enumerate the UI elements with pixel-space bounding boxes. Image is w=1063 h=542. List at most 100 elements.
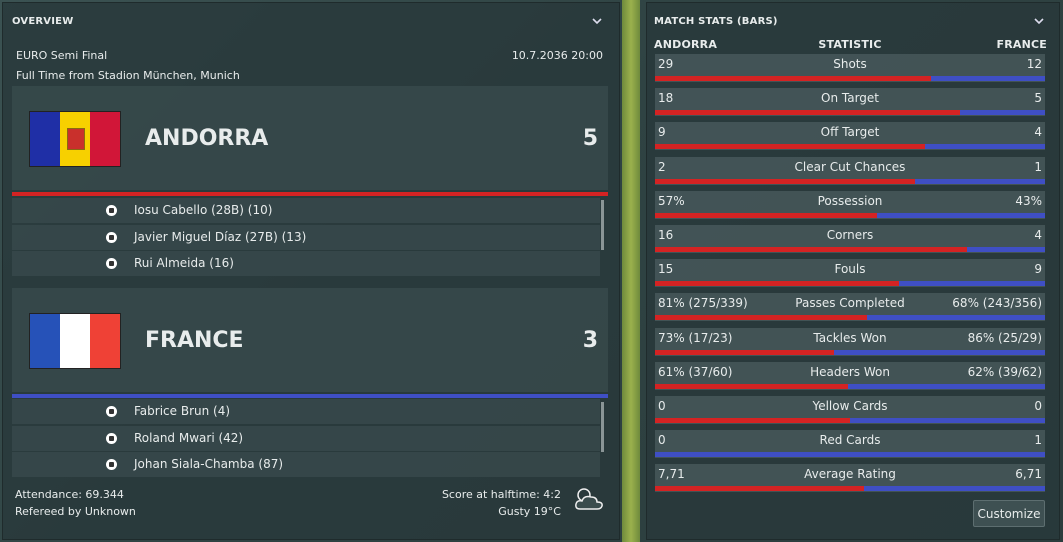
scorer-row: Javier Miguel Díaz (27B) (13) [12,224,600,250]
stat-row: 61% (37/60) Headers Won 62% (39/62) [655,361,1045,390]
panel-title: OVERVIEW [12,16,74,27]
away-bar [898,281,1045,287]
scorer-row: Fabrice Brun (4) [12,399,600,424]
away-value: 9 [1034,262,1042,277]
stat-row: 9 Off Target 4 [655,122,1045,151]
away-bar [848,383,1045,389]
collapse-button[interactable] [1033,16,1045,26]
away-bar [877,212,1045,218]
away-value: 4 [1034,228,1042,242]
attendance: Attendance: 69.344 [15,488,124,501]
team-name: ANDORRA [145,126,269,151]
stat-name: Average Rating [804,467,896,482]
column-header: FRANCE [996,38,1047,51]
column-header: STATISTIC [818,38,882,51]
home-bar [655,418,850,423]
collapse-button[interactable] [591,16,603,26]
away-value: 12 [1026,57,1042,71]
stat-name: Headers Won [810,364,890,379]
datetime: 10.7.2036 20:00 [511,49,603,62]
stat-name: Yellow Cards [812,399,888,413]
scorer-name: Fabrice Brun (4) [134,404,231,418]
home-bar [655,315,867,321]
away-bar [930,76,1045,81]
goal-icon [106,459,117,470]
scorer-row: Rui Almeida (16) [12,251,600,276]
stat-row: 73% (17/23) Tackles Won 86% (25/29) [655,327,1045,356]
home-value: 73% (17/23) [658,330,733,345]
stat-name: Red Cards [819,433,881,448]
home-value: 16 [658,228,674,242]
panel-title: MATCH STATS (BARS) [654,16,778,27]
team-score: 3 [582,328,598,353]
scrollbar[interactable] [601,200,604,250]
away-bar [925,144,1045,150]
home-value: 57% [658,193,685,208]
stat-name: Corners [826,228,874,242]
stat-row: 7,71 Average Rating 6,71 [655,464,1045,493]
halftime-score: Score at halftime: 4:2 [441,488,561,501]
scrollbar[interactable] [601,402,604,452]
stat-row: 29 Shots 12 [655,54,1045,82]
goal-icon [106,231,117,243]
stat-name: Fouls [834,262,866,277]
away-bar [834,349,1045,355]
home-value: 18 [658,91,674,106]
away-value: 62% (39/62) [967,364,1042,379]
away-bar [867,315,1045,321]
home-bar [655,212,878,218]
home-bar [655,383,849,389]
scorer-row: Roland Mwari (42) [12,425,600,451]
pitch-divider [622,0,640,542]
team-line [12,192,608,196]
stat-row: 16 Corners 4 [655,225,1045,253]
home-value: 9 [658,125,666,140]
away-value: 1 [1034,159,1042,174]
home-value: 7,71 [658,467,685,482]
column-header: ANDORRA [654,38,718,51]
away-bar [655,452,1045,458]
home-bar [655,178,915,184]
referee: Refereed by Unknown [15,505,136,518]
scorer-row: Iosu Cabello (28B) (10) [12,198,600,223]
team-line [12,394,608,398]
customize-button[interactable]: Customize [973,500,1045,527]
team-name: FRANCE [145,328,244,353]
weather-icon [575,488,603,510]
flag [30,314,120,368]
competition: EURO Semi Final [16,49,108,62]
away-value: 4 [1034,125,1042,140]
stat-name: Clear Cut Chances [794,159,906,174]
home-bar [655,144,925,150]
stat-row: 0 Yellow Cards 0 [655,396,1045,424]
away-bar [863,486,1045,492]
scorer-name: Iosu Cabello (28B) (10) [134,203,273,217]
away-bar [850,418,1045,423]
goal-icon [106,205,117,216]
home-bar [655,349,835,355]
home-value: 0 [658,433,666,448]
venue: Full Time from Stadion München, Munich [16,69,240,82]
away-value: 1 [1034,433,1042,448]
stat-row: 81% (275/339) Passes Completed 68% (243/35… [655,293,1045,322]
away-value: 68% (243/356) [952,296,1042,311]
home-bar [655,247,967,252]
goal-icon [106,432,117,444]
home-value: 15 [658,262,674,277]
team-block: ANDORRA 5 [12,86,608,190]
away-value: 5 [1034,91,1042,106]
home-value: 2 [658,159,666,174]
scorer-name: Rui Almeida (16) [134,256,234,270]
away-value: 0 [1034,399,1042,413]
stat-name: Tackles Won [813,330,887,345]
home-value: 29 [658,57,674,71]
goal-icon [106,258,117,269]
stat-row: 57% Possession 43% [655,190,1045,219]
away-bar [960,110,1045,116]
weather: Gusty 19°C [498,505,561,518]
goal-icon [106,406,117,417]
home-value: 81% (275/339) [658,296,748,311]
stat-name: On Target [821,91,879,106]
home-bar [655,110,961,116]
